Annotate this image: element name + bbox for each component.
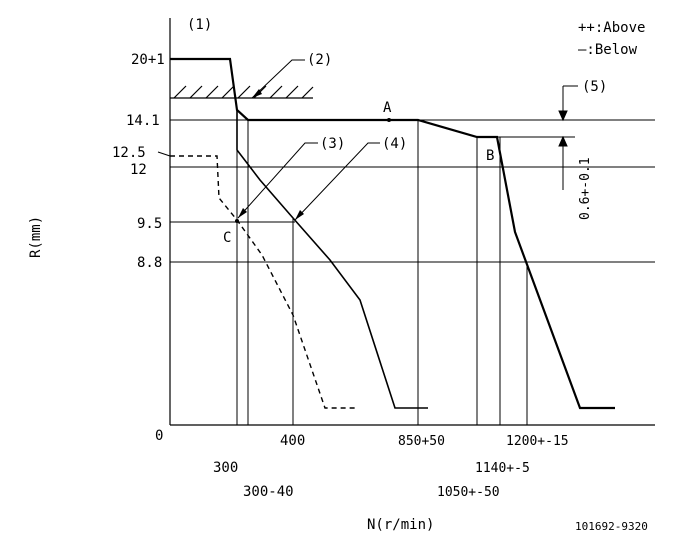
callout-4: (4): [382, 136, 407, 152]
tolerance-label: 0.6+-0.1: [578, 157, 593, 220]
point-a-label: A: [383, 100, 392, 116]
point-c-marker: [235, 219, 239, 223]
legend-above: ++:Above: [578, 20, 645, 36]
x-tick-1140: 1140+-5: [475, 461, 530, 476]
y-tick-9-5: 9.5: [137, 216, 162, 232]
y-tick-12: 12: [130, 162, 147, 178]
idle-rack-curve: [236, 110, 428, 409]
dimension-5: [558, 85, 578, 190]
callout-5: (5): [582, 79, 607, 95]
leader-4: [294, 142, 380, 221]
reference-lines-vertical: [236, 120, 528, 425]
callout-3: (3): [320, 136, 345, 152]
leader-arrowheads: [238, 89, 304, 220]
y-tick-12-5: 12.5: [112, 145, 146, 161]
leader-3: [237, 142, 318, 219]
x-tick-300: 300: [213, 460, 238, 476]
stop-hatch: [170, 85, 314, 99]
x-axis-title: N(r/min): [367, 517, 434, 533]
point-a-marker: [387, 118, 391, 122]
callout-leaders: [157, 59, 380, 221]
legend-below: —:Below: [578, 42, 638, 58]
x-tick-400: 400: [280, 433, 305, 449]
callout-2: (2): [307, 52, 332, 68]
leader-12-5: [157, 151, 171, 157]
part-code: 101692-9320: [575, 520, 648, 533]
origin-label: 0: [155, 428, 163, 444]
y-tick-20: 20+1: [131, 52, 165, 68]
x-tick-850: 850+50: [398, 434, 445, 449]
dashed-rack-curve: [170, 155, 355, 409]
main-rack-curve: [170, 57, 615, 410]
x-tick-1050: 1050+-50: [437, 485, 500, 500]
y-tick-8-8: 8.8: [137, 255, 162, 271]
leader-2: [251, 59, 305, 99]
x-tick-1200: 1200+-15: [506, 434, 569, 449]
callout-1: (1): [187, 17, 212, 33]
x-tick-300-40: 300-40: [243, 484, 294, 500]
point-b-label: B: [486, 148, 494, 164]
y-tick-14-1: 14.1: [126, 113, 160, 129]
point-c-label: C: [223, 230, 231, 246]
y-axis-title: R(mm): [28, 216, 44, 258]
